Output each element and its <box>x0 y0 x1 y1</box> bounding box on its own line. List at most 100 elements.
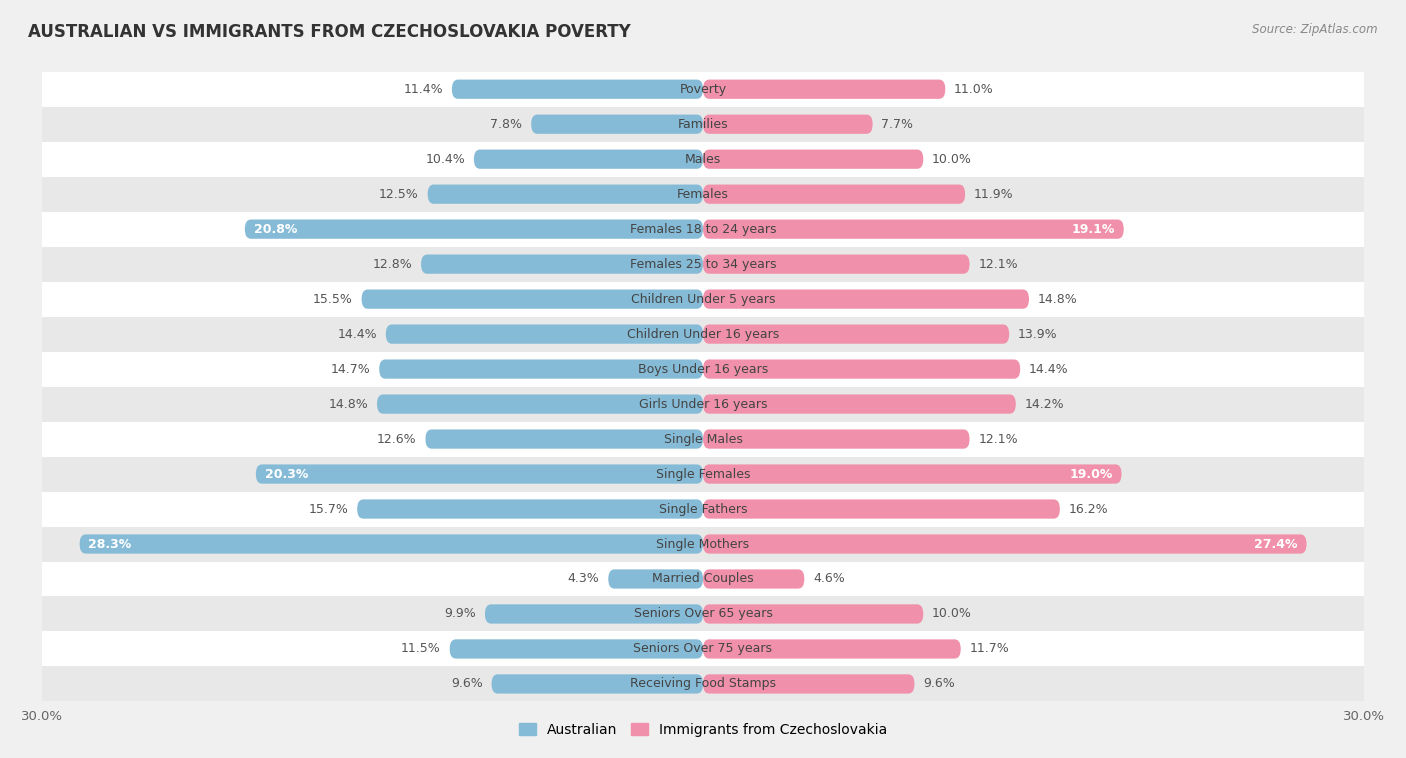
Text: Boys Under 16 years: Boys Under 16 years <box>638 362 768 375</box>
FancyBboxPatch shape <box>703 569 804 589</box>
Text: 11.0%: 11.0% <box>955 83 994 96</box>
Text: Females 18 to 24 years: Females 18 to 24 years <box>630 223 776 236</box>
FancyBboxPatch shape <box>385 324 703 343</box>
FancyBboxPatch shape <box>42 491 1364 527</box>
FancyBboxPatch shape <box>703 465 1122 484</box>
Text: 7.8%: 7.8% <box>491 117 523 130</box>
FancyBboxPatch shape <box>531 114 703 134</box>
Text: 11.5%: 11.5% <box>401 643 441 656</box>
Text: 12.1%: 12.1% <box>979 433 1018 446</box>
FancyBboxPatch shape <box>380 359 703 379</box>
FancyBboxPatch shape <box>703 324 1010 343</box>
FancyBboxPatch shape <box>485 604 703 624</box>
FancyBboxPatch shape <box>42 72 1364 107</box>
FancyBboxPatch shape <box>703 184 965 204</box>
FancyBboxPatch shape <box>42 562 1364 597</box>
FancyBboxPatch shape <box>703 220 1123 239</box>
Text: Receiving Food Stamps: Receiving Food Stamps <box>630 678 776 691</box>
Text: 16.2%: 16.2% <box>1069 503 1108 515</box>
FancyBboxPatch shape <box>450 639 703 659</box>
Text: AUSTRALIAN VS IMMIGRANTS FROM CZECHOSLOVAKIA POVERTY: AUSTRALIAN VS IMMIGRANTS FROM CZECHOSLOV… <box>28 23 631 41</box>
Text: 19.0%: 19.0% <box>1070 468 1112 481</box>
FancyBboxPatch shape <box>703 675 914 694</box>
FancyBboxPatch shape <box>245 220 703 239</box>
FancyBboxPatch shape <box>80 534 703 553</box>
Text: 14.8%: 14.8% <box>1038 293 1077 305</box>
FancyBboxPatch shape <box>492 675 703 694</box>
FancyBboxPatch shape <box>42 631 1364 666</box>
Text: 10.4%: 10.4% <box>426 152 465 166</box>
FancyBboxPatch shape <box>361 290 703 309</box>
Text: Single Fathers: Single Fathers <box>659 503 747 515</box>
FancyBboxPatch shape <box>427 184 703 204</box>
FancyBboxPatch shape <box>609 569 703 589</box>
Text: 11.9%: 11.9% <box>974 188 1014 201</box>
FancyBboxPatch shape <box>42 246 1364 282</box>
Text: 27.4%: 27.4% <box>1254 537 1298 550</box>
Text: Single Females: Single Females <box>655 468 751 481</box>
Text: Families: Families <box>678 117 728 130</box>
FancyBboxPatch shape <box>42 317 1364 352</box>
Text: 14.2%: 14.2% <box>1025 398 1064 411</box>
FancyBboxPatch shape <box>42 352 1364 387</box>
Text: Children Under 5 years: Children Under 5 years <box>631 293 775 305</box>
FancyBboxPatch shape <box>474 149 703 169</box>
FancyBboxPatch shape <box>703 255 970 274</box>
Text: 28.3%: 28.3% <box>89 537 132 550</box>
Text: 7.7%: 7.7% <box>882 117 914 130</box>
Text: Single Males: Single Males <box>664 433 742 446</box>
Text: Males: Males <box>685 152 721 166</box>
FancyBboxPatch shape <box>703 114 873 134</box>
FancyBboxPatch shape <box>420 255 703 274</box>
FancyBboxPatch shape <box>42 421 1364 456</box>
FancyBboxPatch shape <box>42 107 1364 142</box>
Text: 4.6%: 4.6% <box>813 572 845 585</box>
Text: 9.9%: 9.9% <box>444 607 477 621</box>
Text: Females: Females <box>678 188 728 201</box>
FancyBboxPatch shape <box>703 394 1015 414</box>
FancyBboxPatch shape <box>703 639 960 659</box>
FancyBboxPatch shape <box>703 359 1021 379</box>
FancyBboxPatch shape <box>703 500 1060 518</box>
Text: Single Mothers: Single Mothers <box>657 537 749 550</box>
Text: 14.4%: 14.4% <box>337 327 377 340</box>
FancyBboxPatch shape <box>42 177 1364 211</box>
Text: 14.4%: 14.4% <box>1029 362 1069 375</box>
Text: 13.9%: 13.9% <box>1018 327 1057 340</box>
Text: 11.7%: 11.7% <box>970 643 1010 656</box>
Text: Seniors Over 75 years: Seniors Over 75 years <box>634 643 772 656</box>
Text: 9.6%: 9.6% <box>451 678 482 691</box>
FancyBboxPatch shape <box>42 282 1364 317</box>
Text: 14.7%: 14.7% <box>330 362 370 375</box>
FancyBboxPatch shape <box>703 80 945 99</box>
FancyBboxPatch shape <box>703 290 1029 309</box>
Text: Females 25 to 34 years: Females 25 to 34 years <box>630 258 776 271</box>
Legend: Australian, Immigrants from Czechoslovakia: Australian, Immigrants from Czechoslovak… <box>513 718 893 743</box>
Text: 9.6%: 9.6% <box>924 678 955 691</box>
FancyBboxPatch shape <box>42 456 1364 491</box>
Text: 4.3%: 4.3% <box>568 572 599 585</box>
Text: 12.5%: 12.5% <box>380 188 419 201</box>
Text: 14.8%: 14.8% <box>329 398 368 411</box>
Text: 20.3%: 20.3% <box>264 468 308 481</box>
Text: 12.1%: 12.1% <box>979 258 1018 271</box>
Text: 15.5%: 15.5% <box>314 293 353 305</box>
FancyBboxPatch shape <box>703 430 970 449</box>
Text: 10.0%: 10.0% <box>932 607 972 621</box>
Text: 12.8%: 12.8% <box>373 258 412 271</box>
FancyBboxPatch shape <box>42 142 1364 177</box>
Text: Poverty: Poverty <box>679 83 727 96</box>
Text: 19.1%: 19.1% <box>1071 223 1115 236</box>
Text: 11.4%: 11.4% <box>404 83 443 96</box>
Text: 10.0%: 10.0% <box>932 152 972 166</box>
Text: Married Couples: Married Couples <box>652 572 754 585</box>
FancyBboxPatch shape <box>377 394 703 414</box>
FancyBboxPatch shape <box>42 527 1364 562</box>
Text: 12.6%: 12.6% <box>377 433 416 446</box>
FancyBboxPatch shape <box>451 80 703 99</box>
Text: 20.8%: 20.8% <box>253 223 297 236</box>
FancyBboxPatch shape <box>703 534 1306 553</box>
Text: Seniors Over 65 years: Seniors Over 65 years <box>634 607 772 621</box>
Text: Source: ZipAtlas.com: Source: ZipAtlas.com <box>1253 23 1378 36</box>
FancyBboxPatch shape <box>426 430 703 449</box>
